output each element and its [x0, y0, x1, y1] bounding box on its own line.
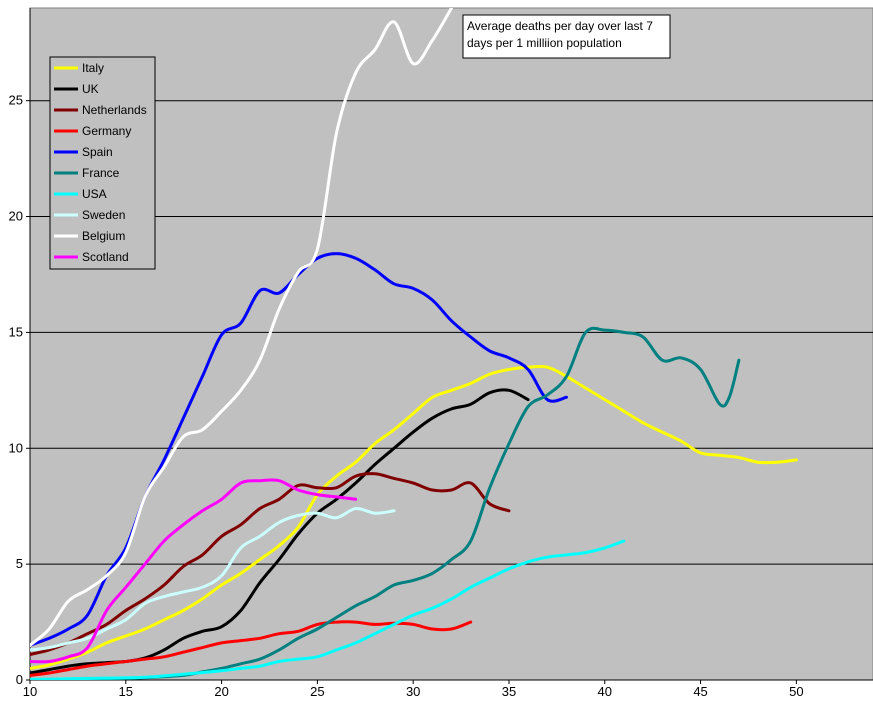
legend-label-usa: USA	[82, 187, 107, 201]
y-tick-label-1: 5	[16, 556, 23, 571]
y-tick-label-3: 15	[9, 324, 23, 339]
axes: 0 5 10 15 20 25 10 15 20 25 30 35 40 45 50	[9, 8, 873, 699]
series-line-belgium	[30, 8, 453, 647]
series-layer	[30, 8, 798, 680]
chart-title-line-1: Average deaths per day over last 7	[467, 19, 653, 33]
legend: Italy UK Netherlands Germany Spain France USA S…	[49, 56, 156, 270]
series-line-france	[30, 326, 741, 680]
y-tick-label-0: 0	[16, 672, 23, 687]
legend-label-sweden: Sweden	[82, 208, 125, 222]
y-tick-label-2: 10	[9, 440, 23, 455]
legend-label-scotland: Scotland	[82, 250, 129, 264]
x-tick-label-6: 40	[598, 684, 612, 699]
x-tick-label-0: 10	[23, 684, 37, 699]
plot-area-background	[29, 7, 873, 681]
chart-title-line-2: days per 1 milliion population	[467, 36, 622, 50]
legend-label-italy: Italy	[82, 61, 104, 75]
x-tick-label-7: 45	[693, 684, 707, 699]
y-tick-label-5: 25	[9, 93, 23, 108]
x-tick-label-5: 35	[502, 684, 516, 699]
x-tick-label-8: 50	[789, 684, 803, 699]
x-tick-label-1: 15	[119, 684, 133, 699]
legend-label-netherlands: Netherlands	[82, 103, 147, 117]
y-tick-label-4: 20	[9, 209, 23, 224]
legend-label-france: France	[82, 166, 120, 180]
legend-label-germany: Germany	[82, 124, 131, 138]
series-line-scotland	[30, 478, 358, 664]
series-line-usa	[30, 539, 626, 680]
series-line-sweden	[30, 506, 396, 652]
series-line-italy	[30, 364, 798, 670]
series-line-netherlands	[30, 472, 511, 656]
x-tick-label-4: 30	[406, 684, 420, 699]
legend-label-uk: UK	[82, 82, 99, 96]
x-tick-label-3: 25	[310, 684, 324, 699]
chart-title-box: Average deaths per day over last 7 days …	[462, 14, 671, 59]
x-tick-label-2: 20	[214, 684, 228, 699]
legend-label-belgium: Belgium	[82, 229, 125, 243]
legend-label-spain: Spain	[82, 145, 113, 159]
